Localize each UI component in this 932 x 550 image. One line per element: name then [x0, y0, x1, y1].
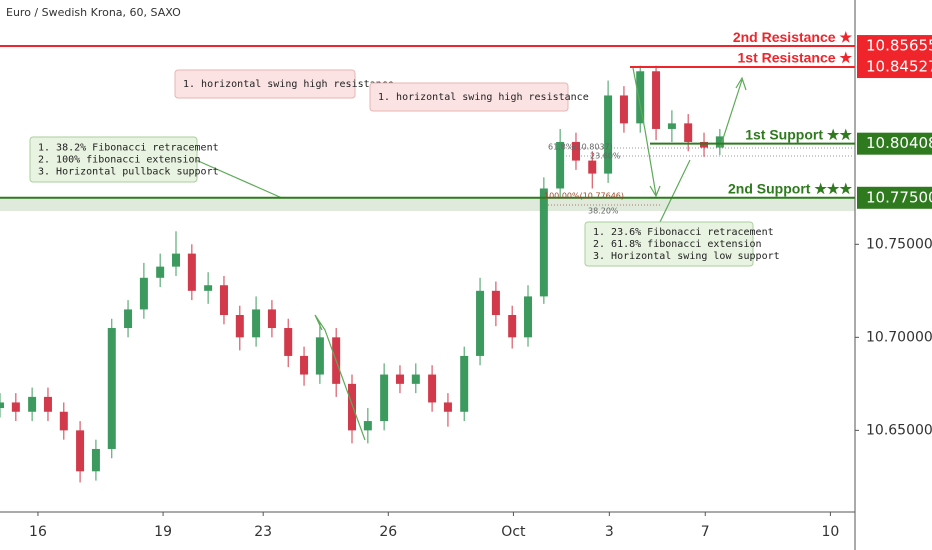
candle-body: [363, 421, 372, 431]
callout-text: 1. 38.2% Fibonacci retracement: [38, 143, 219, 154]
level-name: 1st Resistance ★: [738, 50, 853, 66]
level-name: 2nd Support ★★★: [728, 180, 852, 196]
callout-box: [584, 221, 754, 267]
candle-body: [76, 430, 85, 472]
level-price-box: [857, 186, 932, 209]
candle-body: [107, 328, 116, 449]
y-tick-label: 10.75000: [866, 236, 932, 252]
candle-body: [59, 411, 68, 431]
candle-body: [428, 374, 437, 403]
fib-label: 38.20%: [588, 207, 619, 216]
x-tick-label: 26: [379, 524, 397, 540]
arrow: [195, 159, 283, 199]
level-price-box: [857, 56, 932, 79]
arrows: [195, 67, 747, 441]
x-tick-label: 3: [605, 524, 614, 540]
arrow: [719, 76, 747, 149]
x-tick-label: Oct: [501, 524, 526, 540]
level-name: 2nd Resistance ★: [733, 29, 853, 45]
chart-title: Euro / Swedish Krona, 60, SAXO: [6, 6, 181, 19]
candle-body: [684, 123, 693, 142]
candle-body: [508, 315, 517, 338]
callout-text: 1. 23.6% Fibonacci retracement: [593, 227, 774, 238]
level-name: 1st Support ★★: [745, 126, 852, 142]
candle-body: [556, 141, 565, 189]
candle-body: [604, 95, 613, 174]
candle-body: [476, 290, 485, 356]
fib-label: 100.00%(10.77646): [544, 192, 624, 201]
fib-label: 61.8%(10.8037): [548, 143, 613, 152]
candle-body: [204, 285, 213, 291]
candle-body: [443, 402, 452, 412]
candle-body: [252, 309, 261, 338]
x-tick-label: 23: [254, 524, 272, 540]
candle-body: [636, 71, 645, 124]
candle-body: [380, 374, 389, 422]
candle-body: [11, 402, 20, 412]
candle-body: [619, 95, 628, 124]
candle-body: [172, 253, 181, 267]
x-tick-label: 7: [701, 524, 710, 540]
level-price: 10.80408: [866, 134, 932, 152]
arrow: [314, 314, 366, 441]
arrow: [659, 159, 691, 223]
candle-body: [460, 355, 469, 412]
y-tick-label: 10.65000: [866, 422, 932, 438]
candle-body: [315, 337, 324, 375]
candle-body: [219, 285, 228, 316]
candle-body: [187, 253, 196, 291]
candle-body: [235, 315, 244, 338]
x-tick-label: 19: [154, 524, 172, 540]
callout-box: [29, 136, 198, 183]
level-price: 10.84527: [866, 58, 932, 76]
x-tick-label: 10: [821, 524, 839, 540]
candle-body: [124, 309, 133, 329]
level-price: 10.77500: [866, 188, 932, 206]
arrow: [632, 67, 661, 198]
candle-body: [28, 396, 37, 412]
candle-body: [524, 296, 533, 338]
candle-body: [0, 402, 4, 409]
candle-body: [395, 374, 404, 384]
candle-body: [284, 328, 293, 356]
candle-body: [667, 123, 676, 129]
callout-text: 3. Horizontal pullback support: [38, 167, 219, 178]
candle-body: [156, 266, 165, 278]
callout-text: 1. horizontal swing high resistance: [183, 79, 394, 90]
candle-body: [700, 141, 709, 148]
candle-body: [348, 383, 357, 431]
candle-body: [267, 309, 276, 329]
fib-label: 23.60%: [590, 152, 621, 161]
candle-body: [300, 355, 309, 375]
level-price-box: [857, 132, 932, 155]
candle-body: [139, 277, 148, 310]
x-tick-label: 16: [29, 524, 47, 540]
callout-box: [369, 82, 569, 112]
candle-body: [539, 188, 548, 297]
support-zone: [0, 198, 855, 211]
callout-text: 1. horizontal swing high resistance: [378, 92, 589, 103]
candle-body: [91, 448, 100, 472]
candle-body: [715, 136, 724, 148]
y-tick-label: 10.70000: [866, 329, 932, 345]
callout-box: [174, 69, 356, 99]
callout-text: 2. 100% fibonacci extension: [38, 155, 201, 166]
candle-body: [43, 396, 52, 412]
level-price-box: [857, 35, 932, 58]
candle-body: [411, 374, 420, 384]
callout-text: 3. Horizontal swing low support: [593, 251, 780, 262]
candle-body: [652, 71, 661, 129]
candle-body: [588, 160, 597, 174]
callout-text: 2. 61.8% fibonacci extension: [593, 239, 762, 250]
level-price: 10.85655: [866, 37, 932, 55]
candle-body: [571, 141, 580, 161]
plot: [0, 65, 724, 483]
candle-body: [491, 290, 500, 316]
